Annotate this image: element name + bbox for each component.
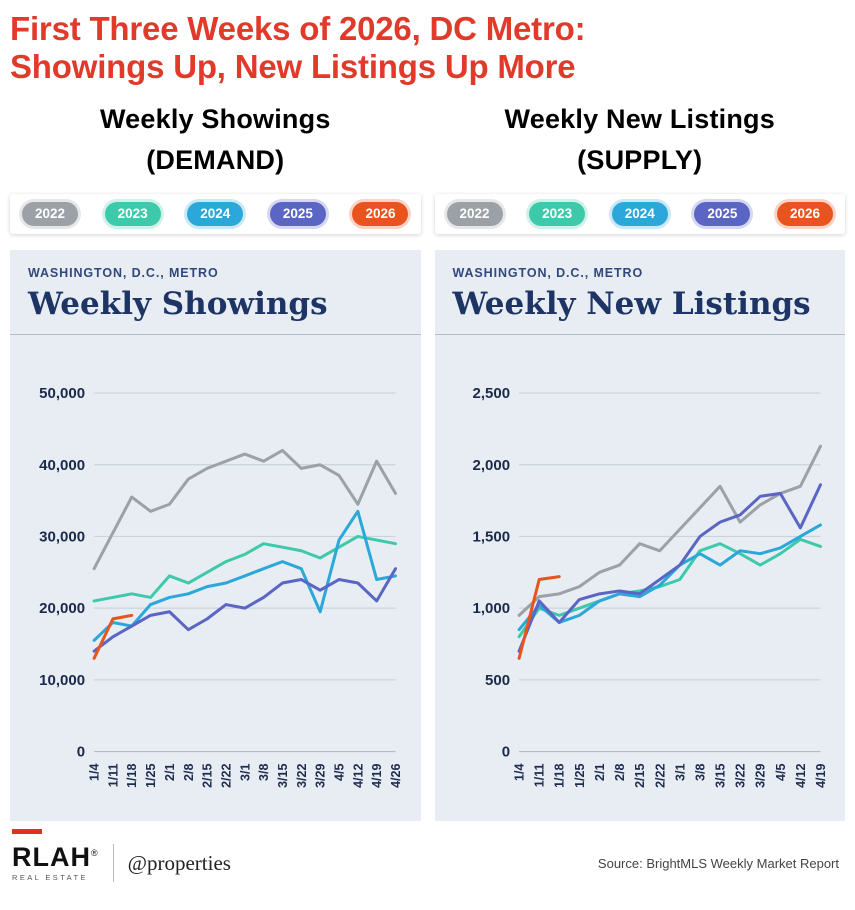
rlah-wordmark: RLAH®	[12, 842, 99, 873]
svg-text:4/26: 4/26	[389, 763, 403, 787]
brand-lockup: RLAH® REAL ESTATE @properties	[12, 842, 231, 883]
svg-text:2/8: 2/8	[613, 763, 627, 780]
legend-pill-2023: 2023	[104, 202, 161, 226]
svg-text:2/1: 2/1	[593, 763, 607, 780]
svg-text:2/22: 2/22	[219, 763, 233, 787]
infographic-page: First Three Weeks of 2026, DC Metro: Sho…	[10, 10, 845, 883]
card-divider	[434, 333, 845, 335]
svg-text:3/1: 3/1	[673, 763, 687, 780]
svg-text:2/1: 2/1	[163, 763, 177, 780]
card-divider	[10, 333, 421, 335]
svg-text:3/29: 3/29	[753, 763, 767, 787]
legend-new-listings: 2022 2023 2024 2025 2026	[434, 194, 845, 234]
svg-text:30,000: 30,000	[39, 528, 85, 545]
svg-text:1/11: 1/11	[532, 763, 546, 787]
legend-pill-2026: 2026	[776, 202, 833, 226]
chart-card-showings: WASHINGTON, D.C., METRO Weekly Showings …	[10, 249, 421, 822]
page-title-line2: Showings Up, New Listings Up More	[10, 48, 576, 86]
svg-text:2,500: 2,500	[472, 385, 510, 402]
svg-text:3/1: 3/1	[238, 763, 252, 780]
svg-text:4/19: 4/19	[813, 763, 827, 787]
source-text: Source: BrightMLS Weekly Market Report	[597, 855, 839, 871]
svg-text:4/19: 4/19	[370, 763, 384, 787]
legend-pill-2024: 2024	[611, 202, 668, 226]
svg-text:0: 0	[77, 743, 85, 760]
heading-showings-line1: Weekly Showings	[99, 103, 331, 134]
svg-text:20,000: 20,000	[39, 600, 85, 617]
card-region-label: WASHINGTON, D.C., METRO	[28, 265, 219, 280]
legend-pill-2026: 2026	[352, 202, 409, 226]
svg-text:1/4: 1/4	[88, 763, 102, 780]
chart-title-new-listings: Weekly New Listings	[452, 285, 811, 322]
legend-pill-2025: 2025	[269, 202, 326, 226]
heading-new-listings-line2: (SUPPLY)	[577, 145, 703, 176]
svg-text:3/22: 3/22	[733, 763, 747, 787]
svg-text:0: 0	[501, 743, 509, 760]
svg-text:1/25: 1/25	[144, 763, 158, 787]
svg-text:1/18: 1/18	[125, 763, 139, 787]
svg-text:3/15: 3/15	[276, 763, 290, 787]
footer: RLAH® REAL ESTATE @properties Source: Br…	[10, 842, 845, 883]
svg-text:4/5: 4/5	[773, 763, 787, 780]
brand-divider	[112, 844, 114, 883]
column-new-listings: Weekly New Listings (SUPPLY) 2022 2023 202…	[434, 97, 846, 822]
registered-mark: ®	[91, 848, 99, 859]
red-accent-bar	[12, 829, 42, 835]
rlah-logo: RLAH® REAL ESTATE	[12, 842, 99, 883]
chart-card-new-listings: WASHINGTON, D.C., METRO Weekly New Listi…	[434, 249, 845, 822]
legend-pill-2025: 2025	[694, 202, 751, 226]
svg-text:2/15: 2/15	[633, 763, 647, 787]
svg-text:10,000: 10,000	[39, 672, 85, 689]
svg-text:4/12: 4/12	[793, 763, 807, 787]
chart-title-showings: Weekly Showings	[28, 285, 328, 322]
legend-pill-2022: 2022	[446, 202, 503, 226]
heading-showings-line2: (DEMAND)	[146, 145, 285, 176]
new-listings-line-chart: 0 500 1,000 1,500 2,000 2,500 1/4 1/11 1/18 1/25 2…	[472, 385, 827, 788]
svg-text:1/4: 1/4	[512, 763, 526, 780]
page-title-line1: First Three Weeks of 2026, DC Metro:	[10, 10, 586, 47]
rlah-tagline: REAL ESTATE	[12, 873, 88, 883]
svg-text:4/12: 4/12	[351, 763, 365, 787]
atproperties-wordmark: @properties	[127, 850, 231, 875]
svg-text:1,500: 1,500	[472, 528, 510, 545]
svg-text:2/8: 2/8	[182, 763, 196, 780]
column-heading-new-listings: Weekly New Listings (SUPPLY)	[435, 99, 846, 183]
svg-text:3/8: 3/8	[257, 763, 271, 780]
svg-text:2/22: 2/22	[653, 763, 667, 787]
svg-text:2,000: 2,000	[472, 456, 510, 473]
svg-text:3/29: 3/29	[314, 763, 328, 787]
page-title: First Three Weeks of 2026, DC Metro: Sho…	[10, 10, 845, 87]
svg-text:1/18: 1/18	[552, 763, 566, 787]
svg-text:1/25: 1/25	[572, 763, 586, 787]
svg-text:1,000: 1,000	[472, 600, 510, 617]
chart-columns: Weekly Showings (DEMAND) 2022 2023 2024 202…	[10, 97, 845, 822]
legend-showings: 2022 2023 2024 2025 2026	[10, 194, 421, 234]
svg-text:1/11: 1/11	[106, 763, 120, 787]
column-heading-showings: Weekly Showings (DEMAND)	[10, 99, 421, 183]
svg-text:3/8: 3/8	[693, 763, 707, 780]
svg-text:500: 500	[485, 672, 510, 689]
svg-text:40,000: 40,000	[39, 456, 85, 473]
svg-text:3/15: 3/15	[713, 763, 727, 787]
legend-pill-2022: 2022	[22, 202, 79, 226]
svg-text:3/22: 3/22	[295, 763, 309, 787]
showings-line-chart: 0 10,000 20,000 30,000 40,000 50,000 1/4 1/11 1/…	[39, 385, 403, 788]
column-showings: Weekly Showings (DEMAND) 2022 2023 2024 202…	[10, 97, 421, 822]
legend-pill-2023: 2023	[529, 202, 586, 226]
svg-text:50,000: 50,000	[39, 385, 85, 402]
svg-text:2/15: 2/15	[201, 763, 215, 787]
svg-text:4/5: 4/5	[333, 763, 347, 780]
heading-new-listings-line1: Weekly New Listings	[504, 103, 775, 134]
card-region-label: WASHINGTON, D.C., METRO	[452, 265, 644, 280]
legend-pill-2024: 2024	[187, 202, 244, 226]
